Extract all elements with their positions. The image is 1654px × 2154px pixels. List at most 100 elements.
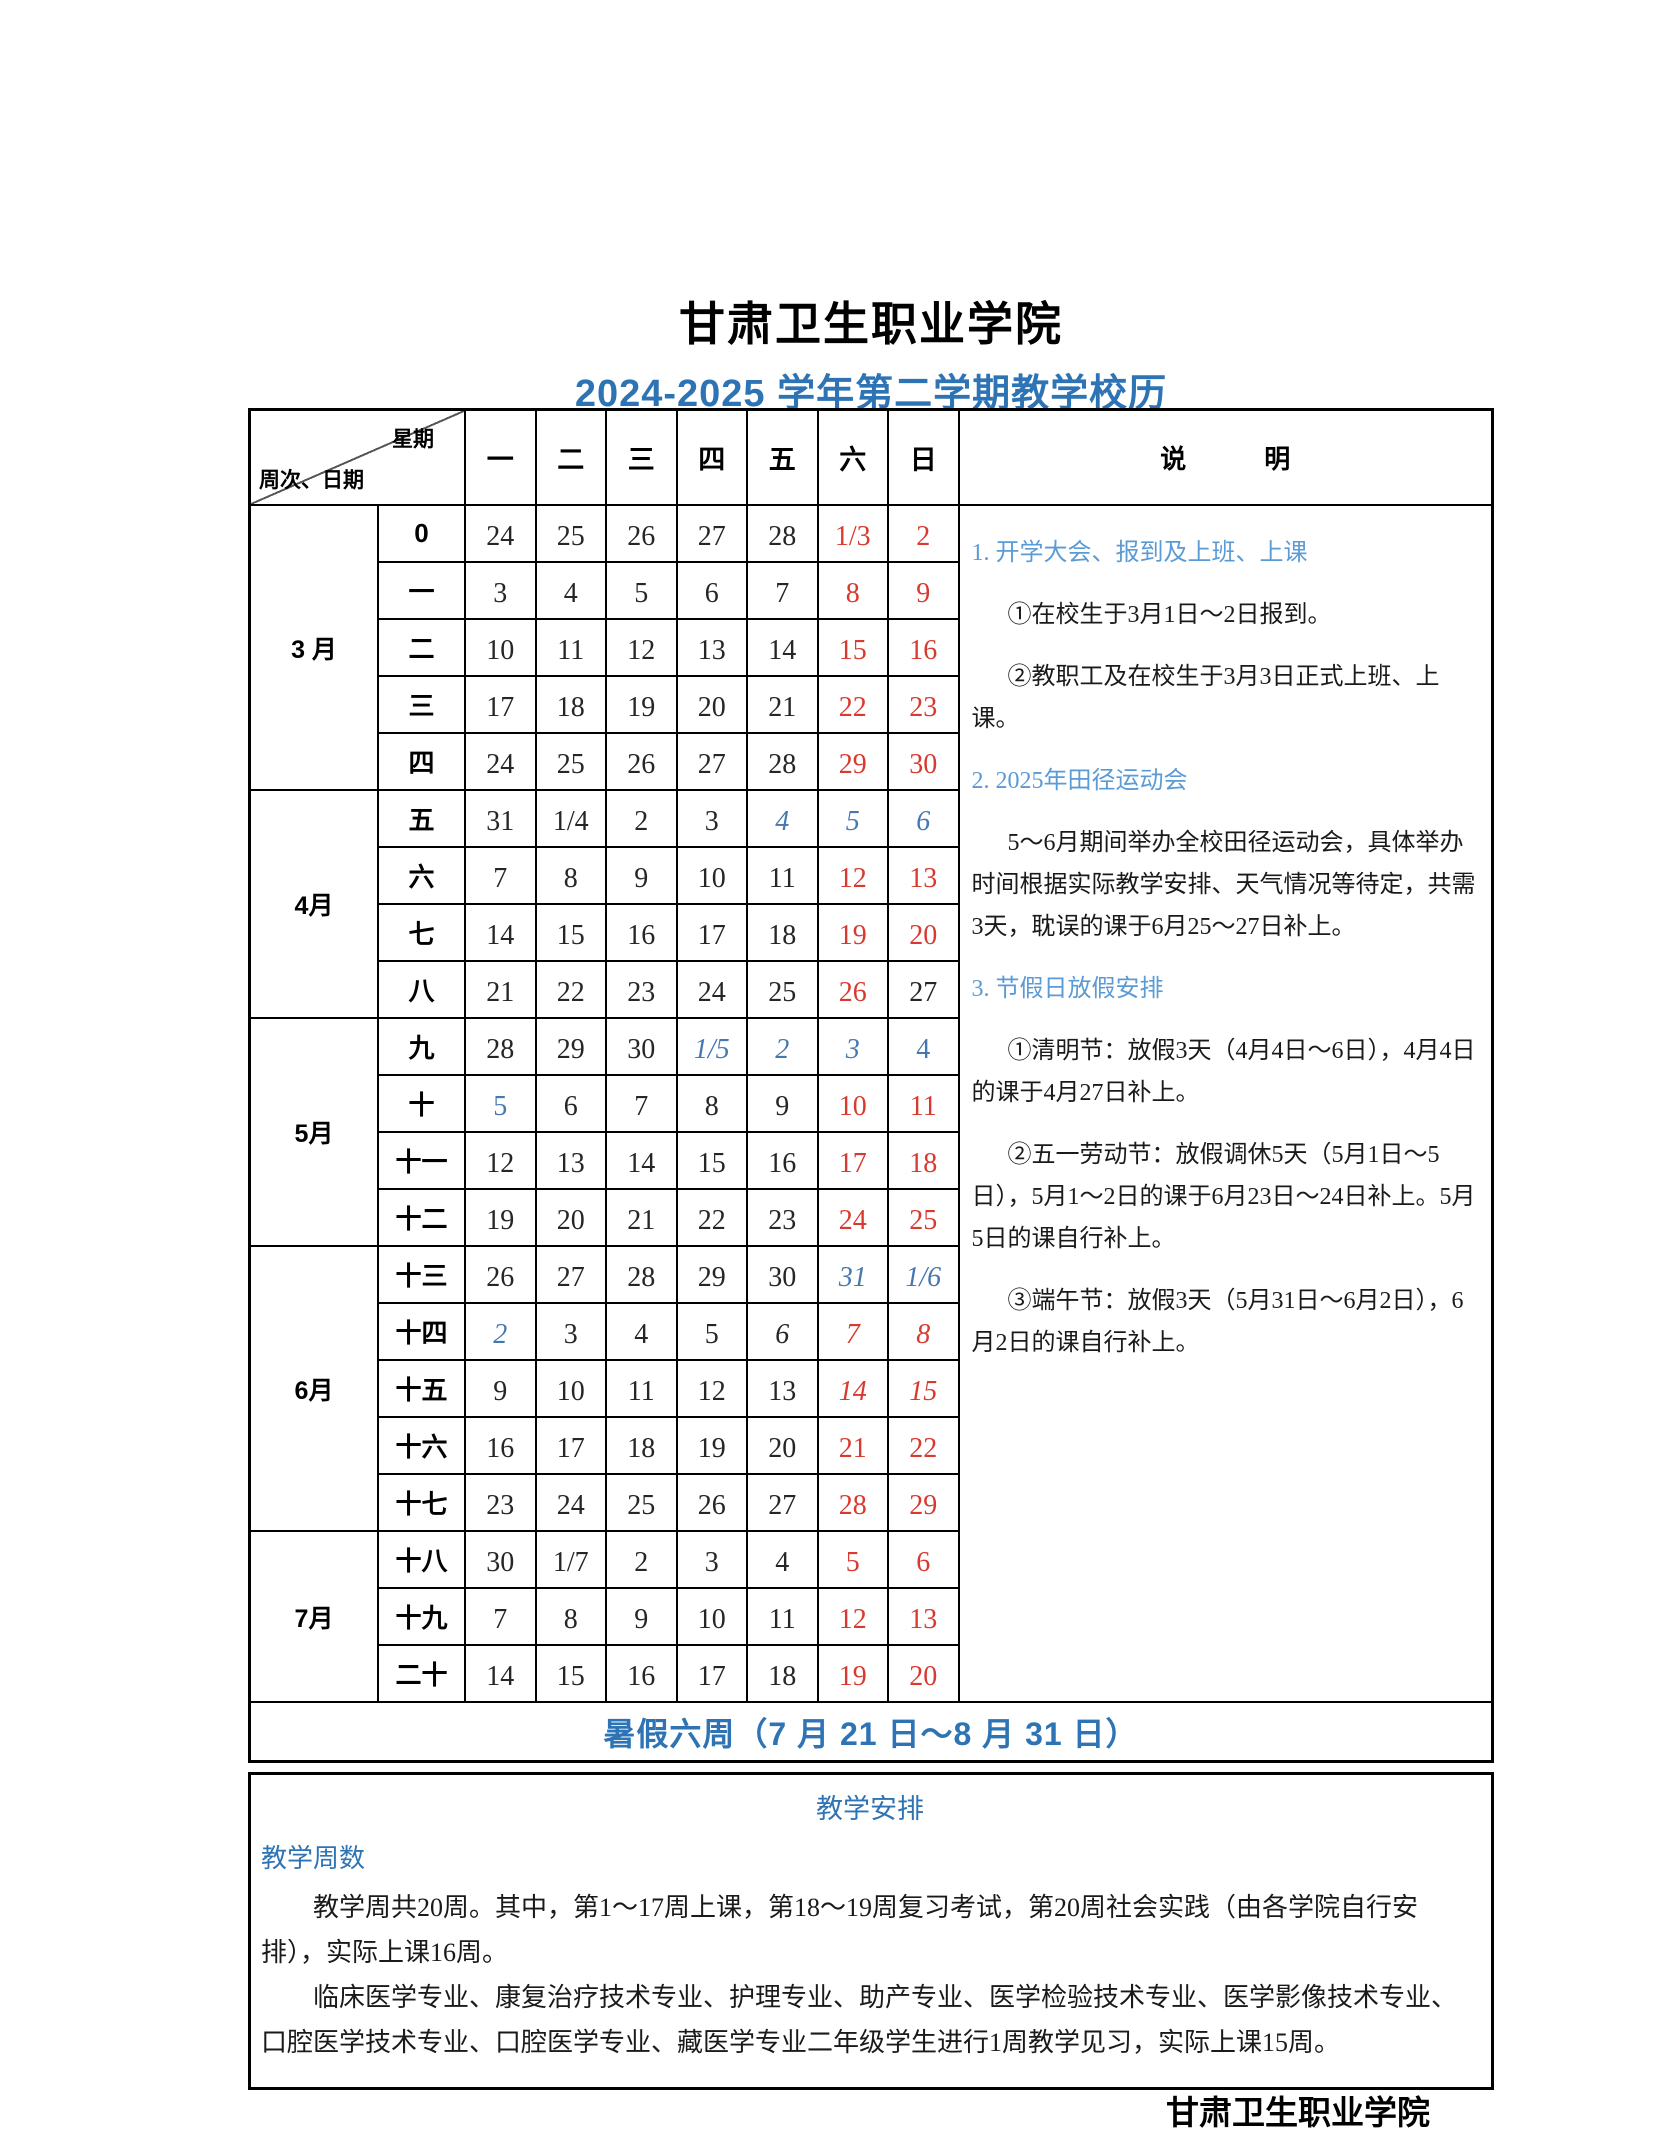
date-cell: 27 <box>677 734 748 791</box>
week-label-cell: 十七 <box>379 1475 466 1532</box>
note-paragraph: ②教职工及在校生于3月3日正式上班、上课。 <box>971 664 1440 732</box>
date-cell: 31 <box>466 791 537 848</box>
date-cell: 3 <box>536 1304 607 1361</box>
teaching-paragraph: 临床医学专业、康复治疗技术专业、护理专业、助产专业、医学检验技术专业、医学影像技… <box>261 1983 1458 2057</box>
date-cell: 1/4 <box>536 791 607 848</box>
date-cell: 5 <box>818 1532 889 1589</box>
date-cell: 27 <box>748 1475 819 1532</box>
page-title: 甘肃卫生职业学院 <box>679 298 1063 350</box>
date-cell: 29 <box>818 734 889 791</box>
date-cell: 5 <box>466 1076 537 1133</box>
date-cell: 14 <box>607 1133 678 1190</box>
date-cell: 1/3 <box>818 506 889 563</box>
week-label-cell: 十 <box>379 1076 466 1133</box>
date-cell: 20 <box>889 1646 960 1703</box>
date-cell: 22 <box>677 1190 748 1247</box>
date-cell: 29 <box>889 1475 960 1532</box>
date-cell: 23 <box>607 962 678 1019</box>
week-label-cell: 二 <box>379 620 466 677</box>
week-label-cell: 一 <box>379 563 466 620</box>
summer-vacation-row: 暑假六周（7 月 21 日～8 月 31 日） <box>603 1715 1139 1752</box>
notes-column-header: 说 明 <box>959 411 1491 506</box>
week-label-cell: 十九 <box>379 1589 466 1646</box>
date-cell: 29 <box>536 1019 607 1076</box>
date-cell: 20 <box>889 905 960 962</box>
date-cell: 11 <box>748 1589 819 1646</box>
date-cell: 31 <box>818 1247 889 1304</box>
weekday-header-sat: 六 <box>818 411 889 506</box>
date-cell: 6 <box>889 791 960 848</box>
date-cell: 20 <box>677 677 748 734</box>
date-cell: 23 <box>748 1190 819 1247</box>
date-cell: 25 <box>748 962 819 1019</box>
date-cell: 15 <box>889 1361 960 1418</box>
date-cell: 10 <box>677 1589 748 1646</box>
week-label-cell: 十三 <box>379 1247 466 1304</box>
date-cell: 28 <box>818 1475 889 1532</box>
note-paragraph: ①在校生于3月1日～2日报到。 <box>1007 602 1332 628</box>
date-cell: 6 <box>889 1532 960 1589</box>
date-cell: 24 <box>466 506 537 563</box>
date-cell: 27 <box>677 506 748 563</box>
date-cell: 11 <box>607 1361 678 1418</box>
date-cell: 13 <box>536 1133 607 1190</box>
month-cell-june: 6月 <box>251 1247 379 1532</box>
date-cell: 14 <box>466 1646 537 1703</box>
date-cell: 7 <box>607 1076 678 1133</box>
date-cell: 16 <box>607 1646 678 1703</box>
date-cell: 26 <box>466 1247 537 1304</box>
date-cell: 3 <box>466 563 537 620</box>
week-label-cell: 十八 <box>379 1532 466 1589</box>
date-cell: 14 <box>748 620 819 677</box>
date-cell: 10 <box>818 1076 889 1133</box>
date-cell: 14 <box>466 905 537 962</box>
date-cell: 29 <box>677 1247 748 1304</box>
weekday-header-sun: 日 <box>889 411 960 506</box>
date-cell: 13 <box>677 620 748 677</box>
week-label-cell: 八 <box>379 962 466 1019</box>
date-cell: 10 <box>466 620 537 677</box>
corner-label-week-date: 周次、日期 <box>259 469 364 492</box>
week-label-cell: 十六 <box>379 1418 466 1475</box>
date-cell: 2 <box>889 506 960 563</box>
date-cell: 12 <box>466 1133 537 1190</box>
date-cell: 2 <box>466 1304 537 1361</box>
date-cell: 21 <box>748 677 819 734</box>
week-label-cell: 十二 <box>379 1190 466 1247</box>
date-cell: 24 <box>677 962 748 1019</box>
date-cell: 19 <box>466 1190 537 1247</box>
date-cell: 5 <box>607 563 678 620</box>
date-cell: 16 <box>889 620 960 677</box>
teaching-weeks-subheading: 教学周数 <box>261 1843 366 1873</box>
date-cell: 19 <box>677 1418 748 1475</box>
date-cell: 17 <box>466 677 537 734</box>
date-cell: 1/7 <box>536 1532 607 1589</box>
note-heading: 2. 2025年田径运动会 <box>971 768 1188 794</box>
date-cell: 5 <box>818 791 889 848</box>
notes-column-body: 1. 开学大会、报到及上班、上课 ①在校生于3月1日～2日报到。 ②教职工及在校… <box>959 506 1491 1703</box>
date-cell: 20 <box>536 1190 607 1247</box>
week-label-cell: 十四 <box>379 1304 466 1361</box>
date-cell: 8 <box>818 563 889 620</box>
week-label-cell: 十一 <box>379 1133 466 1190</box>
date-cell: 16 <box>466 1418 537 1475</box>
date-cell: 6 <box>536 1076 607 1133</box>
date-cell: 3 <box>818 1019 889 1076</box>
date-cell: 30 <box>889 734 960 791</box>
month-cell-july: 7月 <box>251 1532 379 1703</box>
note-heading: 1. 开学大会、报到及上班、上课 <box>971 540 1308 566</box>
date-cell: 17 <box>677 1646 748 1703</box>
date-cell: 4 <box>889 1019 960 1076</box>
footer-school-name: 甘肃卫生职业学院 <box>1166 2094 1430 2131</box>
date-cell: 25 <box>536 506 607 563</box>
month-cell-april: 4月 <box>251 791 379 1019</box>
corner-header-cell: 星期 周次、日期 <box>251 411 466 506</box>
date-cell: 11 <box>748 848 819 905</box>
date-cell: 4 <box>607 1304 678 1361</box>
date-cell: 22 <box>818 677 889 734</box>
date-cell: 27 <box>536 1247 607 1304</box>
date-cell: 26 <box>607 734 678 791</box>
weekday-header-tue: 二 <box>536 411 607 506</box>
date-cell: 19 <box>607 677 678 734</box>
week-label-cell: 三 <box>379 677 466 734</box>
